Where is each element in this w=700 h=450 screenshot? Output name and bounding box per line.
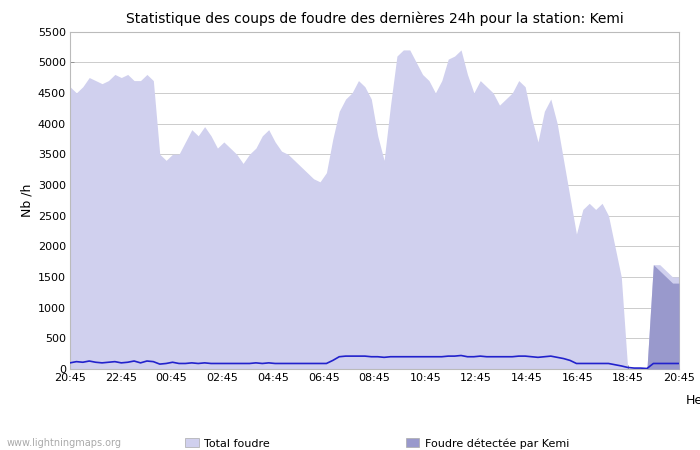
Title: Statistique des coups de foudre des dernières 24h pour la station: Kemi: Statistique des coups de foudre des dern… — [125, 12, 624, 26]
Y-axis label: Nb /h: Nb /h — [20, 184, 34, 217]
Text: Heure: Heure — [686, 394, 700, 407]
Text: www.lightningmaps.org: www.lightningmaps.org — [7, 438, 122, 448]
Legend: Total foudre, Moyenne de toutes les stations, Foudre détectée par Kemi: Total foudre, Moyenne de toutes les stat… — [186, 438, 569, 450]
